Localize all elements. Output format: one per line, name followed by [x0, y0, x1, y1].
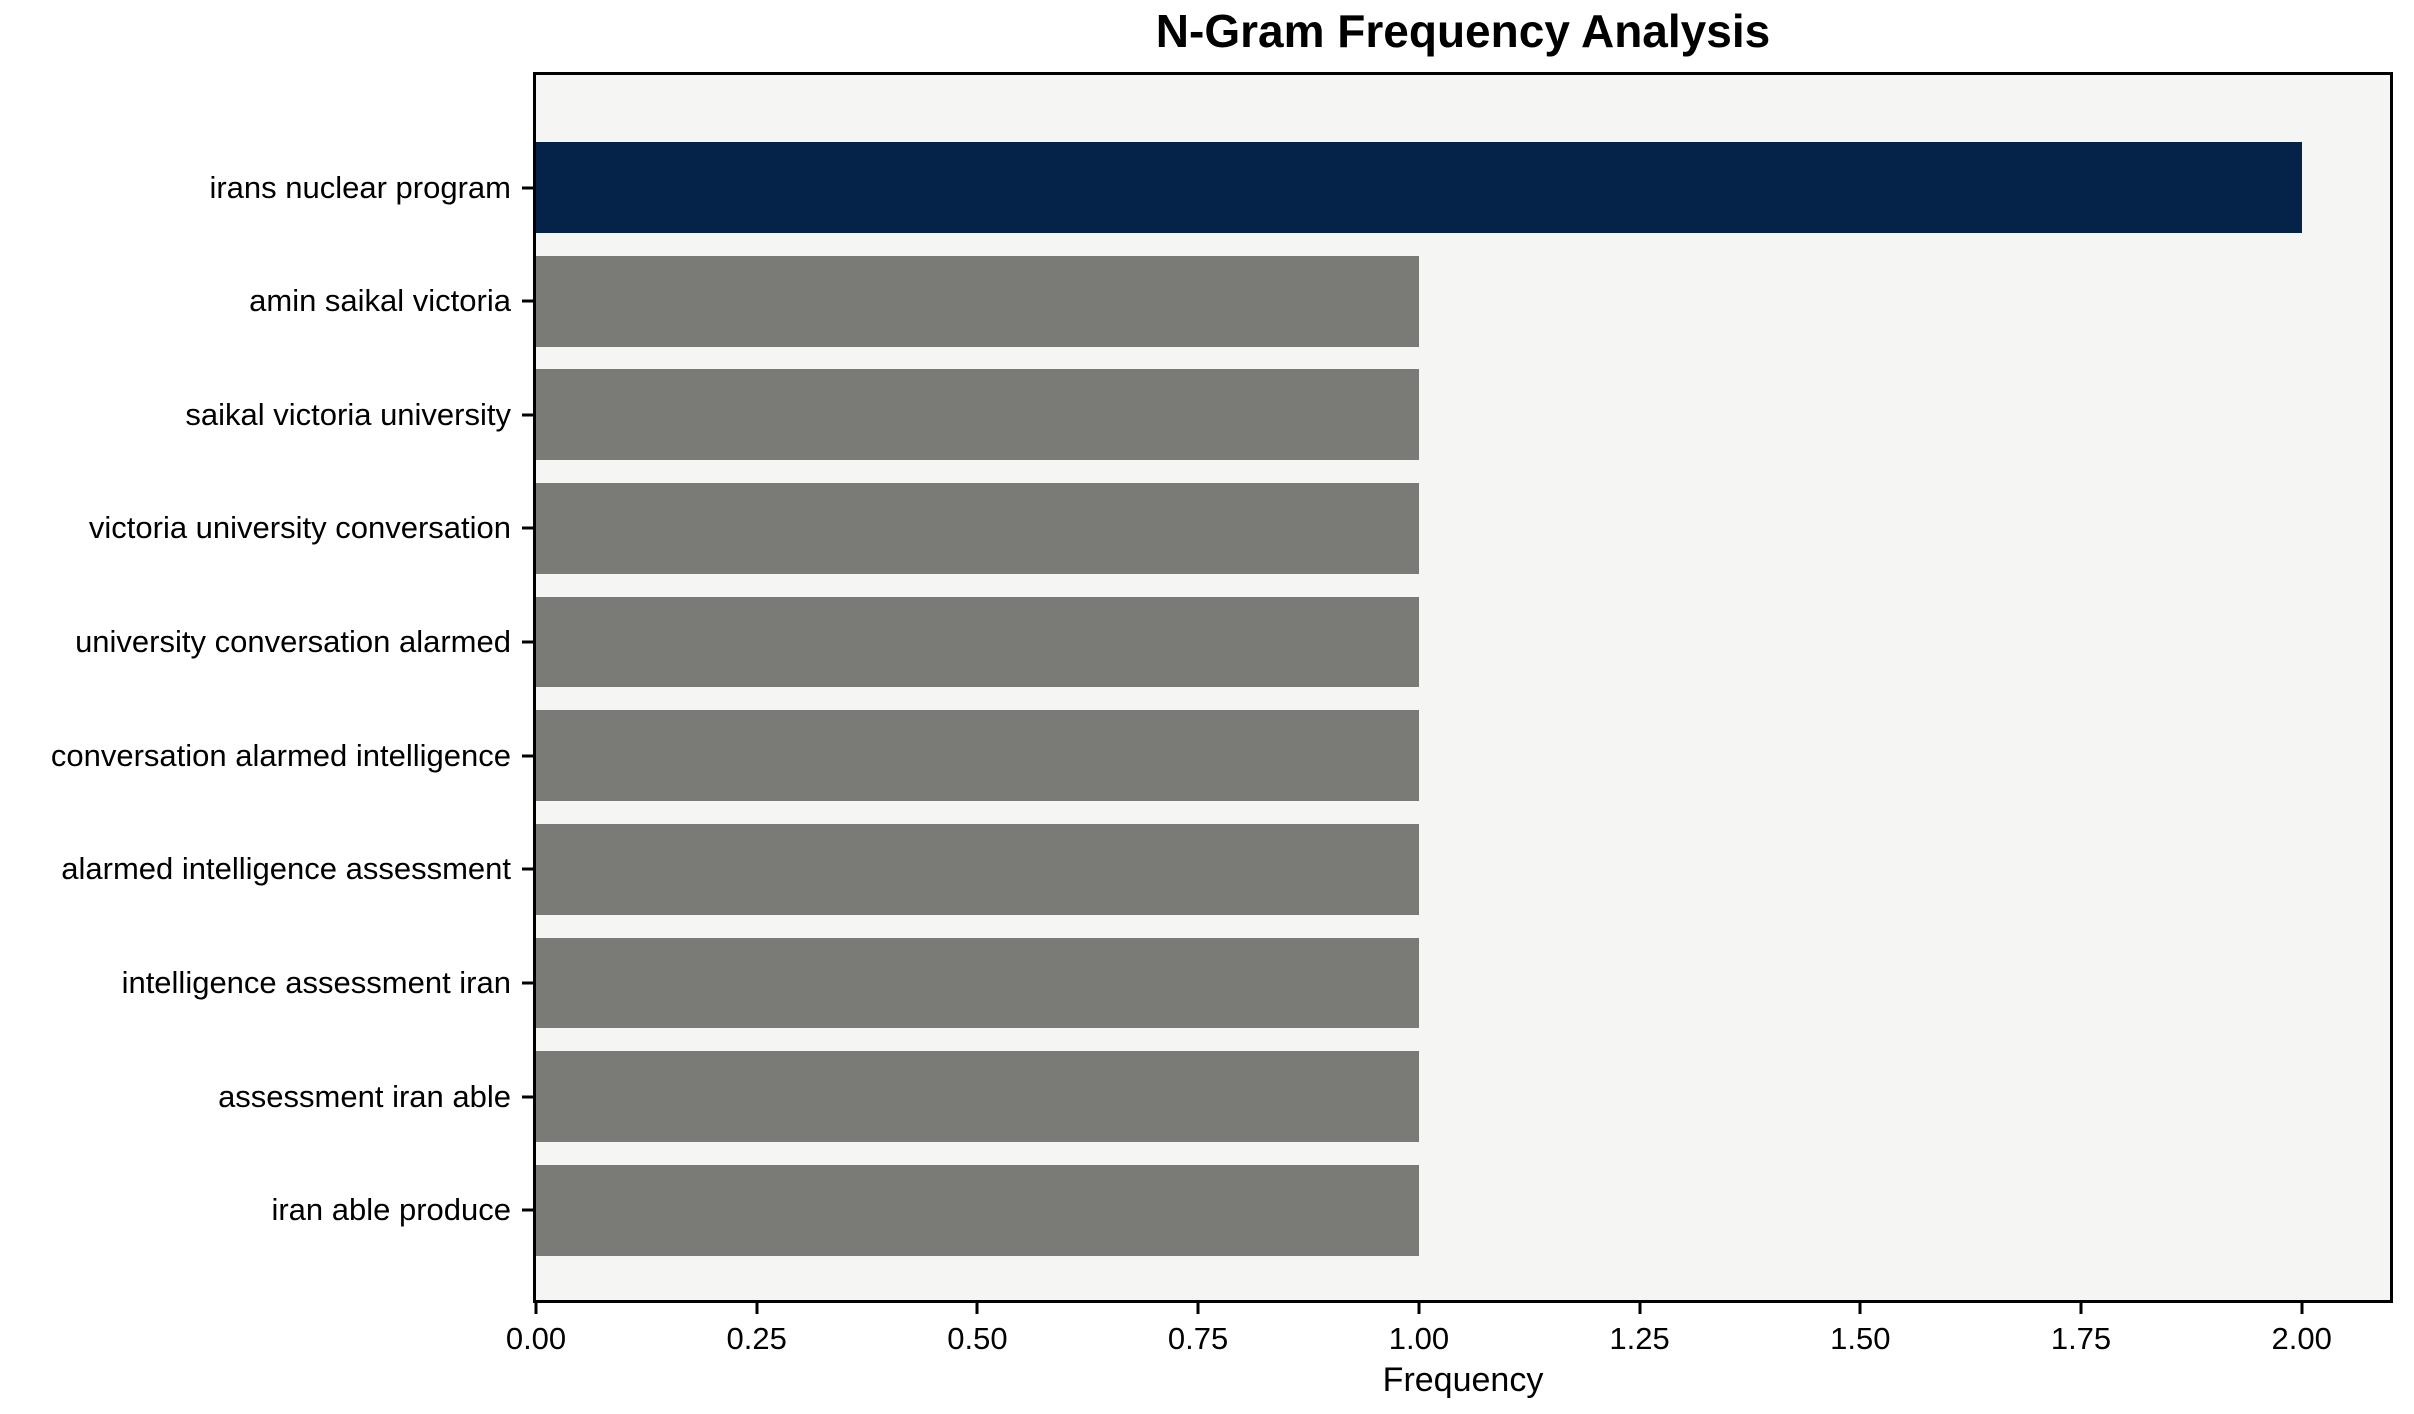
x-tick-mark	[1196, 1303, 1200, 1314]
chart-title: N-Gram Frequency Analysis	[1155, 5, 1771, 57]
y-tick-label: assessment iran able	[218, 1078, 511, 1114]
bar	[536, 1051, 1419, 1142]
y-tick-mark	[522, 299, 533, 303]
y-tick-mark	[522, 186, 533, 189]
x-tick-label: 0.25	[726, 1321, 787, 1356]
x-tick-mark	[755, 1303, 759, 1314]
y-tick-label: university conversation alarmed	[75, 624, 511, 659]
x-tick-mark	[1858, 1303, 1862, 1314]
y-tick-mark	[522, 526, 533, 530]
x-tick-mark	[1417, 1303, 1421, 1314]
y-tick-label: amin saikal victoria	[249, 283, 511, 319]
x-axis-label: Frequency	[1382, 1361, 1544, 1399]
y-tick-label: alarmed intelligence assessment	[61, 851, 511, 887]
x-tick-label: 0.50	[947, 1321, 1008, 1356]
bar	[536, 710, 1419, 802]
bar	[536, 255, 1419, 347]
x-tick-label: 0.75	[1167, 1321, 1229, 1356]
bar	[536, 937, 1419, 1029]
x-tick-mark	[2300, 1303, 2304, 1314]
bar	[536, 369, 1419, 461]
y-tick-mark	[522, 1208, 533, 1212]
bar	[536, 823, 1419, 915]
x-tick-mark	[534, 1303, 538, 1314]
y-tick-mark	[522, 640, 533, 644]
bar	[536, 596, 1419, 688]
x-tick-mark	[1638, 1303, 1642, 1314]
y-tick-mark	[522, 1095, 533, 1099]
x-tick-mark	[2079, 1303, 2083, 1314]
x-tick-label: 0.00	[505, 1321, 567, 1356]
y-tick-mark	[522, 867, 533, 871]
bar	[536, 1164, 1419, 1256]
y-tick-label: iran able produce	[271, 1192, 511, 1228]
x-tick-label: 1.00	[1388, 1321, 1450, 1356]
y-tick-label: saikal victoria university	[185, 396, 511, 432]
y-tick-label: conversation alarmed intelligence	[50, 737, 511, 773]
y-tick-mark	[522, 413, 533, 417]
y-tick-label: irans nuclear program	[209, 169, 511, 205]
x-tick-label: 2.00	[2271, 1321, 2332, 1356]
bar	[536, 142, 2302, 233]
y-tick-label: victoria university conversation	[88, 510, 511, 546]
x-tick-mark	[975, 1303, 979, 1314]
y-tick-mark	[522, 981, 533, 985]
x-tick-label: 1.50	[1830, 1321, 1891, 1356]
bar	[536, 483, 1419, 574]
x-tick-label: 1.25	[1609, 1321, 1670, 1356]
y-tick-label: intelligence assessment iran	[121, 965, 511, 1000]
x-tick-label: 1.75	[2050, 1321, 2112, 1356]
plot-area	[533, 72, 2393, 1303]
y-tick-mark	[522, 754, 533, 758]
